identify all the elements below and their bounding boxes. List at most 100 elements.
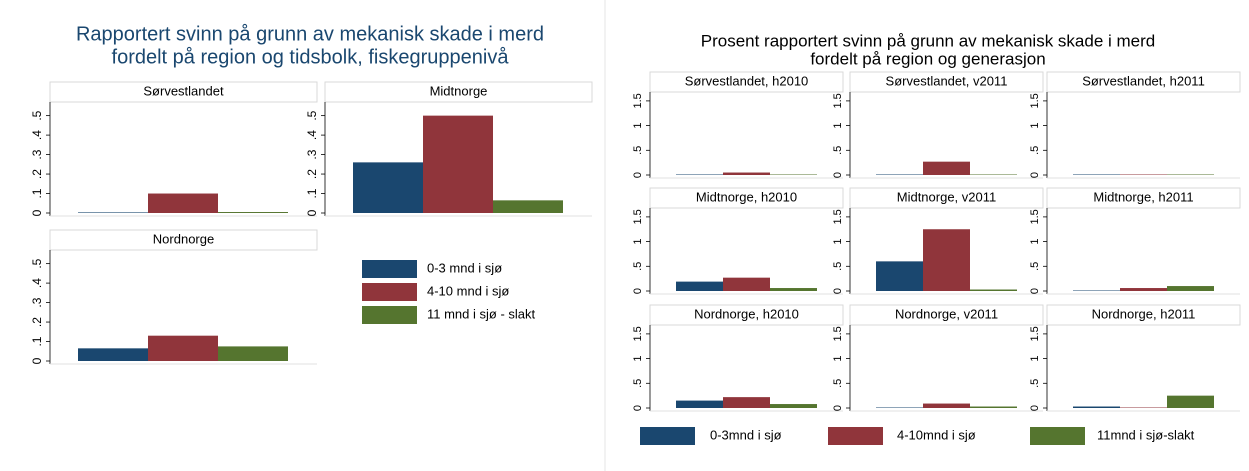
panel-title: Sørvestlandet, h2011: [1082, 73, 1205, 88]
y-tick-label: 1: [632, 123, 644, 129]
panel-header: [1046, 304, 1241, 326]
y-tick-label: .3: [30, 297, 44, 307]
legend-swatch: [362, 306, 417, 324]
y-tick-label: 0: [30, 357, 44, 364]
bar: [923, 229, 970, 291]
y-tick-label: 0: [832, 288, 844, 294]
panel-header: [849, 187, 1044, 209]
bar: [970, 406, 1017, 408]
panel-title: Sørvestlandet, h2010: [685, 73, 809, 88]
y-tick-label: 1: [832, 123, 844, 129]
y-tick-label: .5: [1029, 379, 1041, 388]
y-tick-label: .1: [30, 336, 44, 346]
panel-header: [324, 81, 593, 103]
bar: [770, 288, 817, 291]
y-tick-label: .5: [832, 262, 844, 271]
y-tick-label: 0: [1029, 405, 1041, 411]
bar: [78, 212, 148, 213]
legend-swatch: [362, 260, 417, 278]
y-tick-label: .2: [30, 169, 44, 179]
y-tick-label: 1: [1029, 123, 1041, 129]
y-tick-label: 1: [1029, 239, 1041, 245]
y-tick-label: 1.5: [832, 209, 844, 224]
panel-title: Midtnorge: [430, 83, 488, 98]
y-tick-label: .5: [1029, 262, 1041, 271]
y-tick-label: .3: [30, 149, 44, 159]
chart-title: fordelt på region og tidsbolk, fiskegrup…: [112, 46, 510, 68]
y-tick-label: 1.5: [632, 209, 644, 224]
y-tick-label: .2: [305, 169, 319, 179]
panel-header: [649, 187, 844, 209]
y-tick-label: .5: [305, 110, 319, 120]
panel-header: [49, 81, 318, 103]
panel-header: [849, 71, 1044, 93]
bar: [676, 281, 723, 291]
y-tick-label: 0: [832, 172, 844, 178]
panel-header: [1046, 187, 1241, 209]
y-tick-label: .5: [832, 146, 844, 155]
bar: [353, 162, 423, 213]
bar: [723, 277, 770, 291]
y-tick-label: 1: [832, 356, 844, 362]
bar: [723, 397, 770, 408]
y-tick-label: 1.5: [832, 93, 844, 108]
y-tick-label: .1: [30, 188, 44, 198]
legend-swatch: [828, 427, 883, 445]
y-tick-label: .5: [832, 379, 844, 388]
y-tick-label: 1: [632, 239, 644, 245]
bar: [876, 261, 923, 291]
y-tick-label: 0: [30, 209, 44, 216]
bar: [970, 289, 1017, 291]
bar: [218, 212, 288, 213]
y-tick-label: .5: [632, 146, 644, 155]
y-tick-label: .5: [632, 262, 644, 271]
bar: [148, 335, 218, 361]
legend-label: 0-3 mnd i sjø: [427, 260, 502, 275]
y-tick-label: 1.5: [1029, 93, 1041, 108]
chart-title: fordelt på region og generasjon: [810, 49, 1045, 68]
legend-label: 11 mnd i sjø - slakt: [427, 306, 536, 321]
legend-label: 4-10 mnd i sjø: [427, 283, 509, 298]
y-tick-label: 1.5: [1029, 209, 1041, 224]
chart-title: Prosent rapportert svinn på grunn av mek…: [701, 31, 1156, 50]
legend-label: 4-10mnd i sjø: [897, 427, 976, 442]
y-tick-label: 0: [632, 288, 644, 294]
bar: [1073, 406, 1120, 408]
panel-title: Nordnorge: [153, 231, 214, 246]
legend-swatch: [640, 427, 695, 445]
y-tick-label: .4: [30, 278, 44, 288]
y-tick-label: .4: [30, 130, 44, 140]
panel-header: [849, 304, 1044, 326]
y-tick-label: .4: [305, 130, 319, 140]
bar: [218, 346, 288, 361]
panel-title: Midtnorge, h2010: [696, 189, 797, 204]
chart-title: Rapportert svinn på grunn av mekanisk sk…: [76, 23, 544, 45]
y-tick-label: 0: [1029, 172, 1041, 178]
panel-title: Midtnorge, h2011: [1093, 189, 1193, 204]
bar: [78, 348, 148, 361]
panel-header: [649, 71, 844, 93]
y-tick-label: 1.5: [632, 93, 644, 108]
y-tick-label: 0: [1029, 288, 1041, 294]
panel-title: Sørvestlandet: [143, 83, 224, 98]
y-tick-label: 1: [632, 356, 644, 362]
bar: [723, 172, 770, 175]
y-tick-label: .5: [632, 379, 644, 388]
bar: [1167, 286, 1214, 291]
y-tick-label: 1.5: [632, 326, 644, 341]
legend-swatch: [362, 283, 417, 301]
panel-title: Nordnorge, h2010: [694, 306, 799, 321]
panel-header: [649, 304, 844, 326]
bar: [923, 161, 970, 175]
y-tick-label: 1: [1029, 356, 1041, 362]
y-tick-label: 0: [632, 405, 644, 411]
y-tick-label: 1.5: [832, 326, 844, 341]
bar: [493, 200, 563, 213]
bar: [676, 400, 723, 408]
y-tick-label: 1: [832, 239, 844, 245]
y-tick-label: .1: [305, 188, 319, 198]
y-tick-label: 0: [305, 209, 319, 216]
y-tick-label: .3: [305, 149, 319, 159]
legend-label: 11mnd i sjø-slakt: [1097, 427, 1195, 442]
